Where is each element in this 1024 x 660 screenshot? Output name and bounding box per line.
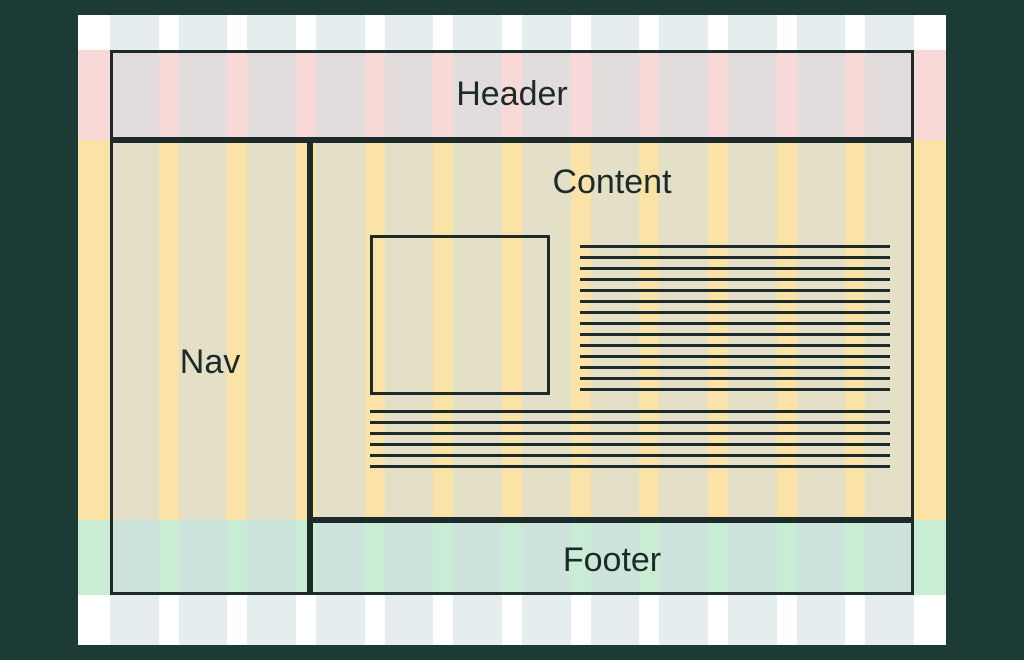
placeholder-text-line xyxy=(370,454,890,457)
layout-canvas: Header Nav Content Footer xyxy=(78,15,946,645)
placeholder-text-line xyxy=(370,443,890,446)
placeholder-text-line xyxy=(580,256,890,259)
diagram-stage: Header Nav Content Footer xyxy=(0,0,1024,660)
content-placeholder-art xyxy=(370,235,910,495)
placeholder-text-line xyxy=(370,465,890,468)
placeholder-text-line xyxy=(370,421,890,424)
placeholder-text-line xyxy=(370,432,890,435)
placeholder-text-line xyxy=(580,333,890,336)
placeholder-text-line xyxy=(370,410,890,413)
region-nav: Nav xyxy=(110,140,310,595)
placeholder-text-line xyxy=(580,300,890,303)
placeholder-text-line xyxy=(580,267,890,270)
placeholder-text-line xyxy=(580,344,890,347)
region-header: Header xyxy=(110,50,914,140)
region-header-label: Header xyxy=(456,75,568,114)
region-footer-label: Footer xyxy=(563,541,661,580)
placeholder-text-line xyxy=(580,245,890,248)
placeholder-text-line xyxy=(580,289,890,292)
placeholder-text-line xyxy=(580,311,890,314)
placeholder-text-line xyxy=(580,322,890,325)
placeholder-text-line xyxy=(580,278,890,281)
placeholder-image-box xyxy=(370,235,550,395)
region-nav-label: Nav xyxy=(180,343,240,382)
region-content-label: Content xyxy=(552,163,671,202)
placeholder-text-line xyxy=(580,388,890,391)
placeholder-text-line xyxy=(580,377,890,380)
region-footer: Footer xyxy=(310,520,914,595)
placeholder-text-line xyxy=(580,355,890,358)
placeholder-text-line xyxy=(580,366,890,369)
